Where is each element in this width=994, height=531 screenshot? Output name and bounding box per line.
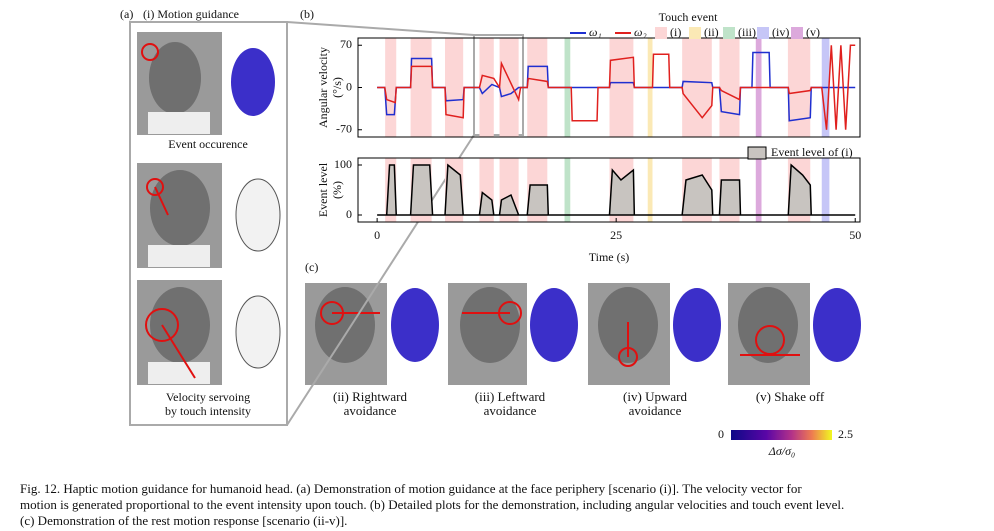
arrow (154, 186, 169, 216)
head (150, 170, 210, 246)
arrow (161, 324, 196, 379)
zoom-box (473, 34, 524, 136)
colorbar-label: Δσ/σ₀ (768, 444, 795, 458)
y-tick-label: 70 (340, 37, 352, 51)
x-tick-label: 25 (610, 228, 622, 242)
y-axis-label: Angular velocity (316, 47, 330, 128)
y-tick-label: 0 (346, 79, 352, 93)
touch-circle (145, 308, 179, 342)
zoom (286, 21, 524, 426)
event-span (647, 158, 653, 222)
legend-swatch (723, 27, 735, 39)
y-axis-label: (°/s) (330, 77, 344, 98)
x-axis-label: Time (s) (589, 250, 630, 264)
event-span (787, 38, 811, 137)
line (377, 44, 856, 130)
area (377, 163, 856, 216)
head (738, 287, 798, 363)
mesh (235, 178, 281, 252)
collar (148, 245, 210, 267)
event-span (564, 158, 571, 222)
panel-label: (c) (305, 260, 318, 274)
head (149, 42, 201, 114)
collar (148, 362, 210, 384)
collar (148, 112, 210, 134)
figure-caption: motion is generated proportional to the … (20, 497, 844, 512)
legend-label: ω₁ (589, 25, 602, 39)
zoom-line (286, 21, 475, 36)
event-span (445, 38, 464, 137)
event-span (719, 38, 740, 137)
panel-title: (i) Motion guidance (143, 7, 239, 21)
caption: (iv) Upward (623, 389, 687, 404)
mesh (530, 288, 578, 362)
mesh (673, 288, 721, 362)
zoom-line (286, 134, 475, 426)
mesh (391, 288, 439, 362)
event-span (682, 38, 712, 137)
y-axis-label: (%) (330, 181, 344, 199)
y-tick-label: -70 (336, 122, 352, 136)
event-span (479, 38, 494, 137)
legend-swatch (689, 27, 701, 39)
legend-title: Touch event (659, 10, 718, 24)
touch-circle (141, 43, 159, 61)
panel-a-frame (129, 21, 288, 426)
legend-label: (i) (670, 25, 681, 39)
figure-caption: (c) Demonstration of the rest motion res… (20, 513, 347, 528)
photos (137, 32, 861, 385)
legend-label: (iii) (738, 25, 756, 39)
y-tick-label: 0 (346, 207, 352, 221)
y-tick-label: 100 (334, 157, 352, 171)
colorbar-min: 0 (718, 427, 724, 441)
colorbar (731, 430, 832, 440)
figure-caption: Fig. 12. Haptic motion guidance for huma… (20, 481, 802, 496)
mesh (235, 295, 281, 369)
legend-label: (ii) (704, 25, 719, 39)
y-axis-label: Event level (316, 162, 330, 217)
event-span (821, 158, 830, 222)
legend-swatch (747, 146, 767, 160)
legend-swatch (791, 27, 803, 39)
colorbar-max: 2.5 (838, 427, 853, 441)
mesh (813, 288, 861, 362)
head (315, 287, 375, 363)
event-span (609, 38, 634, 137)
event-span (755, 158, 762, 222)
panel-label: (b) (300, 7, 314, 21)
caption: avoidance (629, 403, 682, 418)
legend-swatch (655, 27, 667, 39)
event-span (385, 38, 397, 137)
caption: avoidance (484, 403, 537, 418)
axes-frame (357, 37, 861, 138)
touch-circle (146, 178, 164, 196)
panel-label: (a) (120, 7, 133, 21)
annotations (141, 43, 800, 379)
legend-label: (v) (806, 25, 820, 39)
legend-label: Event level of (i) (771, 145, 853, 159)
legend-label: (iv) (772, 25, 789, 39)
caption: (iii) Leftward (475, 389, 546, 404)
head (150, 287, 210, 363)
caption: Velocity servoing (166, 390, 250, 404)
mesh (231, 48, 275, 116)
head (460, 287, 520, 363)
caption: Event occurence (168, 137, 248, 151)
legend-label: ω₂ (634, 25, 647, 39)
event-span (499, 38, 519, 137)
x-tick-label: 50 (849, 228, 861, 242)
caption: (v) Shake off (756, 389, 825, 404)
legend-swatch (757, 27, 769, 39)
caption: (ii) Rightward (333, 389, 408, 404)
event-span (527, 38, 548, 137)
event-span (410, 38, 432, 137)
axes-frame (357, 157, 861, 223)
caption: by touch intensity (165, 404, 251, 418)
caption: avoidance (344, 403, 397, 418)
x-tick-label: 0 (374, 228, 380, 242)
